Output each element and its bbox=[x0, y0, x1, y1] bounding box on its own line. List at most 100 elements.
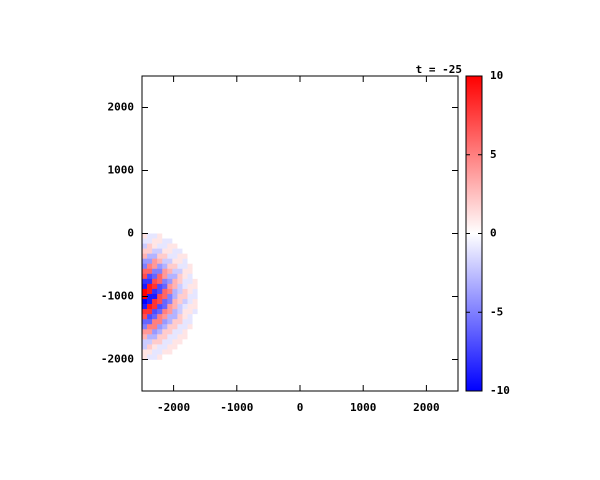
heat-cell bbox=[182, 283, 188, 290]
heat-cell bbox=[147, 263, 153, 270]
heat-cell bbox=[152, 288, 158, 295]
heat-cell bbox=[162, 354, 168, 360]
heat-cell bbox=[172, 268, 178, 275]
heat-cell bbox=[157, 253, 163, 259]
heat-cell bbox=[162, 319, 168, 325]
heat-cell bbox=[167, 329, 173, 335]
heat-cell bbox=[177, 354, 183, 360]
heat-cell bbox=[162, 243, 168, 249]
heat-cell bbox=[157, 268, 163, 275]
heat-cell bbox=[157, 283, 163, 290]
heat-cell bbox=[142, 268, 148, 275]
heat-cell bbox=[172, 293, 178, 300]
heat-cell bbox=[142, 309, 148, 315]
heat-cell bbox=[167, 354, 173, 360]
heat-cell bbox=[147, 253, 153, 259]
heat-cell bbox=[172, 288, 178, 295]
x-tick-label: 0 bbox=[297, 401, 304, 414]
heat-cell bbox=[152, 243, 158, 249]
heat-cell bbox=[187, 283, 193, 290]
heat-cell bbox=[182, 329, 188, 335]
x-tick-label: 2000 bbox=[413, 401, 440, 414]
heat-cell bbox=[182, 349, 188, 355]
heat-cell bbox=[187, 324, 193, 330]
heat-cell bbox=[147, 233, 153, 239]
heat-cell bbox=[177, 253, 183, 259]
heat-cell bbox=[187, 273, 193, 280]
heat-cell bbox=[177, 334, 183, 340]
heat-cell bbox=[187, 258, 193, 265]
heat-cell bbox=[152, 354, 158, 360]
heat-cell bbox=[162, 324, 168, 330]
y-tick-label: 1000 bbox=[108, 164, 135, 177]
heat-cell bbox=[192, 248, 198, 254]
heat-cell bbox=[147, 324, 153, 330]
heat-cell bbox=[147, 329, 153, 335]
heat-cell bbox=[192, 354, 198, 360]
heat-cell bbox=[167, 293, 173, 300]
heat-cell bbox=[192, 243, 198, 249]
heat-cell bbox=[157, 319, 163, 325]
heat-cell bbox=[142, 329, 148, 335]
heat-cell bbox=[192, 283, 198, 290]
heat-cell bbox=[147, 354, 153, 360]
heat-cell bbox=[197, 238, 203, 244]
heat-cell bbox=[142, 273, 148, 280]
heat-cell bbox=[187, 268, 193, 275]
heat-cell bbox=[172, 319, 178, 325]
heat-cell bbox=[157, 324, 163, 330]
x-tick-label: 1000 bbox=[350, 401, 377, 414]
heat-cell bbox=[162, 273, 168, 280]
heat-cell bbox=[187, 349, 193, 355]
heat-cell bbox=[197, 293, 203, 300]
heat-cell bbox=[192, 304, 198, 310]
heat-cell bbox=[162, 329, 168, 335]
heat-cell bbox=[187, 288, 193, 295]
heat-cell bbox=[147, 309, 153, 315]
heat-cell bbox=[197, 309, 203, 315]
heat-cell bbox=[152, 293, 158, 300]
heat-cell bbox=[147, 349, 153, 355]
heat-cell bbox=[147, 278, 153, 285]
heat-cell bbox=[197, 339, 203, 345]
heat-cell bbox=[147, 273, 153, 280]
heat-cell bbox=[147, 283, 153, 290]
heat-cell bbox=[187, 309, 193, 315]
heat-cell bbox=[142, 319, 148, 325]
heat-cell bbox=[162, 349, 168, 355]
heat-cell bbox=[157, 344, 163, 350]
heat-cell bbox=[157, 278, 163, 285]
heat-cell bbox=[152, 314, 158, 320]
heat-cell bbox=[162, 278, 168, 285]
heat-cell bbox=[192, 339, 198, 345]
heat-cell bbox=[192, 253, 198, 259]
heat-cell bbox=[152, 233, 158, 239]
heat-cell bbox=[147, 258, 153, 265]
heat-cell bbox=[147, 248, 153, 254]
heat-cell bbox=[172, 314, 178, 320]
heat-cell bbox=[147, 334, 153, 340]
heat-cell bbox=[197, 233, 203, 239]
heat-cell bbox=[142, 258, 148, 265]
heat-cell bbox=[182, 304, 188, 310]
heat-cell bbox=[192, 278, 198, 285]
heat-cell bbox=[187, 248, 193, 254]
heat-cell bbox=[197, 319, 203, 325]
heat-cell bbox=[187, 319, 193, 325]
heat-cell bbox=[182, 248, 188, 254]
heat-cell bbox=[167, 278, 173, 285]
heat-cell bbox=[182, 233, 188, 239]
heat-cell bbox=[192, 293, 198, 300]
heat-cell bbox=[157, 258, 163, 265]
heat-cell bbox=[177, 314, 183, 320]
heat-cell bbox=[157, 248, 163, 254]
heat-cell bbox=[187, 334, 193, 340]
heat-cell bbox=[152, 299, 158, 305]
heat-cell bbox=[147, 288, 153, 295]
heat-cell bbox=[162, 304, 168, 310]
heat-cell bbox=[142, 278, 148, 285]
heat-cell bbox=[197, 243, 203, 249]
heat-cell bbox=[187, 238, 193, 244]
heat-cell bbox=[147, 293, 153, 300]
heat-cell bbox=[197, 258, 203, 265]
